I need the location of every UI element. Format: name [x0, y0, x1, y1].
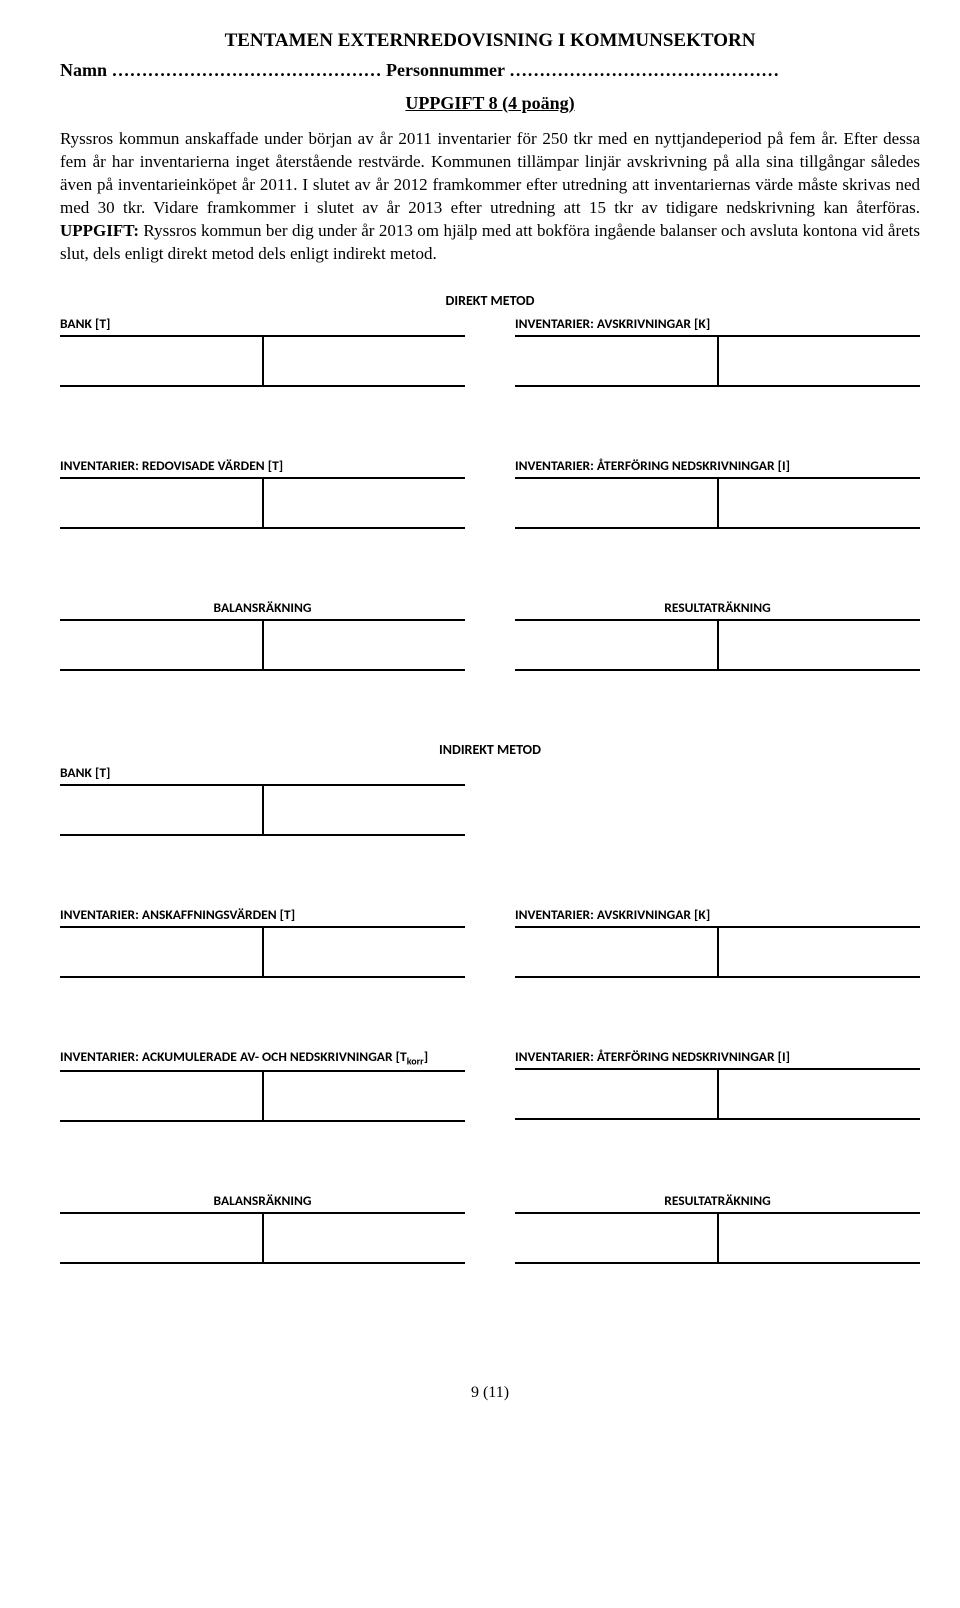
t-body	[515, 337, 920, 385]
t-bottom	[515, 527, 920, 529]
indirekt-metod-label: INDIREKT METOD	[60, 741, 920, 758]
direkt-row-2: INVENTARIER: REDOVISADE VÄRDEN [T] INVEN…	[60, 457, 920, 529]
t-bottom	[60, 527, 465, 529]
t-bottom	[515, 385, 920, 387]
direkt-row-3: BALANSRÄKNING RESULTATRÄKNING	[60, 599, 920, 671]
t-body	[515, 1214, 920, 1262]
t-label-bank-indirekt: BANK [T]	[60, 764, 465, 786]
task-heading: UPPGIFT 8 (4 poäng)	[60, 93, 920, 114]
t-bottom	[60, 834, 465, 836]
t-account-avskrivningar-indirekt: INVENTARIER: AVSKRIVNINGAR [K]	[515, 906, 920, 978]
t-account-redovisade: INVENTARIER: REDOVISADE VÄRDEN [T]	[60, 457, 465, 529]
direkt-metod-label: DIREKT METOD	[60, 292, 920, 309]
personnummer-label: Personnummer	[386, 60, 505, 80]
t-account-resultat-indirekt: RESULTATRÄKNING	[515, 1192, 920, 1264]
t-account-anskaffning: INVENTARIER: ANSKAFFNINGSVÄRDEN [T]	[60, 906, 465, 978]
t-body	[515, 928, 920, 976]
task-paragraph: Ryssros kommun anskaffade under början a…	[60, 128, 920, 266]
t-label-balans: BALANSRÄKNING	[60, 599, 465, 621]
t-body	[60, 786, 465, 834]
t-label-aterforing-indirekt: INVENTARIER: ÅTERFÖRING NEDSKRIVNINGAR […	[515, 1048, 920, 1070]
t-label-redovisade: INVENTARIER: REDOVISADE VÄRDEN [T]	[60, 457, 465, 479]
t-body	[515, 479, 920, 527]
t-account-aterforing-indirekt: INVENTARIER: ÅTERFÖRING NEDSKRIVNINGAR […	[515, 1048, 920, 1123]
indirekt-row-3: INVENTARIER: ACKUMULERADE AV- OCH NEDSKR…	[60, 1048, 920, 1123]
page-footer: 9 (11)	[60, 1384, 920, 1402]
t-body	[515, 1070, 920, 1118]
t-label-avskrivningar-indirekt: INVENTARIER: AVSKRIVNINGAR [K]	[515, 906, 920, 928]
t-account-bank-indirekt: BANK [T]	[60, 764, 465, 836]
t-account-aterforing: INVENTARIER: ÅTERFÖRING NEDSKRIVNINGAR […	[515, 457, 920, 529]
t-bottom	[515, 976, 920, 978]
t-account-bank: BANK [T]	[60, 315, 465, 387]
task-text-part2: Ryssros kommun ber dig under år 2013 om …	[60, 221, 920, 263]
t-body	[60, 1072, 465, 1120]
t-bottom	[60, 976, 465, 978]
t-body	[60, 1214, 465, 1262]
t-bottom	[60, 1120, 465, 1122]
direkt-row-1: BANK [T] INVENTARIER: AVSKRIVNINGAR [K]	[60, 315, 920, 387]
t-bottom	[515, 669, 920, 671]
t-label-aterforing: INVENTARIER: ÅTERFÖRING NEDSKRIVNINGAR […	[515, 457, 920, 479]
t-body	[60, 621, 465, 669]
indirekt-row-1: BANK [T]	[60, 764, 920, 836]
t-account-resultat: RESULTATRÄKNING	[515, 599, 920, 671]
t-label-anskaffning: INVENTARIER: ANSKAFFNINGSVÄRDEN [T]	[60, 906, 465, 928]
name-personnummer-line: Namn ……………………………………… Personnummer …………………	[60, 60, 920, 81]
t-label-balans-indirekt: BALANSRÄKNING	[60, 1192, 465, 1214]
name-dots: ………………………………………	[112, 60, 382, 80]
t-account-balans-indirekt: BALANSRÄKNING	[60, 1192, 465, 1264]
ack-post: ]	[424, 1048, 428, 1065]
ack-pre: INVENTARIER: ACKUMULERADE AV- OCH NEDSKR…	[60, 1048, 407, 1065]
document-title: TENTAMEN EXTERNREDOVISNING I KOMMUNSEKTO…	[60, 30, 920, 52]
t-label-avskrivningar: INVENTARIER: AVSKRIVNINGAR [K]	[515, 315, 920, 337]
indirekt-row-4: BALANSRÄKNING RESULTATRÄKNING	[60, 1192, 920, 1264]
t-bottom	[60, 669, 465, 671]
t-bottom	[60, 385, 465, 387]
indirekt-row-2: INVENTARIER: ANSKAFFNINGSVÄRDEN [T] INVE…	[60, 906, 920, 978]
ack-sub: korr	[407, 1054, 424, 1067]
t-account-ackumulerade: INVENTARIER: ACKUMULERADE AV- OCH NEDSKR…	[60, 1048, 465, 1123]
t-label-resultat: RESULTATRÄKNING	[515, 599, 920, 621]
t-body	[60, 479, 465, 527]
t-body	[60, 928, 465, 976]
t-account-avskrivningar: INVENTARIER: AVSKRIVNINGAR [K]	[515, 315, 920, 387]
t-account-balans: BALANSRÄKNING	[60, 599, 465, 671]
t-label-ackumulerade: INVENTARIER: ACKUMULERADE AV- OCH NEDSKR…	[60, 1048, 465, 1073]
t-body	[60, 337, 465, 385]
t-bottom	[60, 1262, 465, 1264]
t-bottom	[515, 1118, 920, 1120]
name-label: Namn	[60, 60, 107, 80]
t-label-resultat-indirekt: RESULTATRÄKNING	[515, 1192, 920, 1214]
task-text-part1: Ryssros kommun anskaffade under början a…	[60, 129, 920, 217]
t-bottom	[515, 1262, 920, 1264]
personnummer-dots: ………………………………………	[509, 60, 779, 80]
t-body	[515, 621, 920, 669]
t-label-bank: BANK [T]	[60, 315, 465, 337]
uppgift-bold-label: UPPGIFT:	[60, 221, 139, 240]
